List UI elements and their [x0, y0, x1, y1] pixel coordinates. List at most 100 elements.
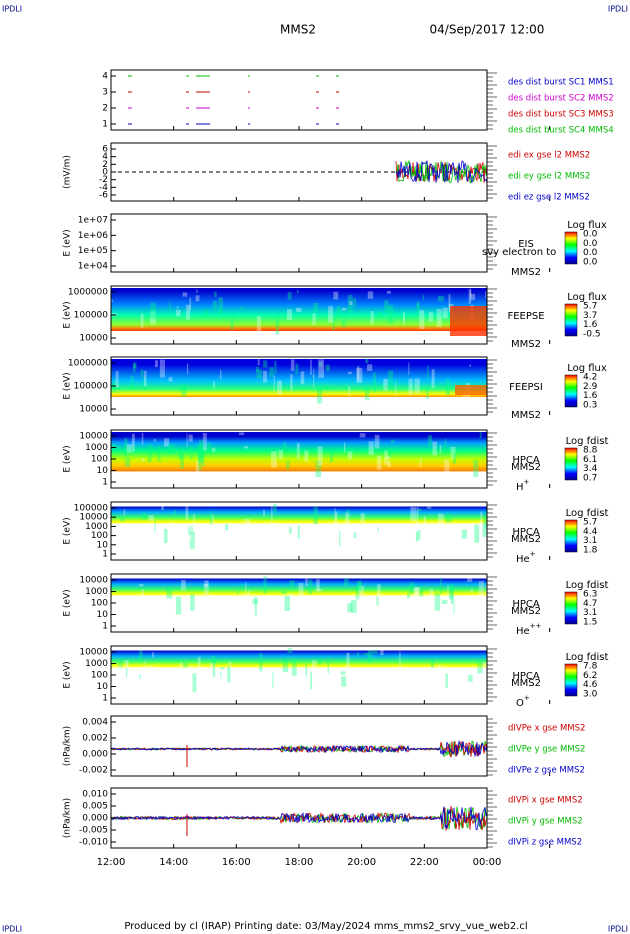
spectrogram-texture [247, 590, 250, 610]
spectrogram-texture [318, 657, 322, 665]
spectrogram-texture [256, 315, 261, 332]
spectrogram-texture [376, 595, 379, 606]
spectrogram-texture [450, 446, 456, 460]
y-tick-label: 0.004 [82, 718, 108, 728]
spectrogram-texture [463, 386, 466, 405]
spectrogram-texture [372, 649, 378, 654]
spectrogram-texture [416, 301, 420, 309]
spectrogram-texture [197, 656, 201, 669]
spectrogram-texture [186, 666, 192, 672]
spectrogram-texture [470, 589, 473, 593]
spectrogram-texture [438, 296, 444, 302]
spectrogram-texture [429, 588, 434, 598]
spectrogram-texture [233, 675, 238, 693]
spectrogram-texture [287, 292, 292, 300]
y-tick-label: 10000 [79, 334, 108, 344]
colorbar-label: 4.2 [583, 373, 597, 383]
spectrogram-texture [448, 294, 451, 313]
spectrogram-texture [358, 585, 364, 604]
spectrogram-texture [336, 306, 341, 319]
spectrogram-texture [388, 447, 392, 458]
spectrogram-texture [212, 660, 216, 677]
spectrogram-texture [485, 290, 487, 299]
spectrogram-texture [141, 589, 144, 605]
spectrogram-texture [344, 666, 349, 682]
y-tick-label: 10000 [79, 648, 108, 658]
spectrogram-texture [157, 446, 161, 462]
spectrogram-texture [141, 458, 146, 462]
spectrogram-texture [209, 662, 216, 682]
spectrogram-texture [407, 532, 411, 536]
spectrogram-texture [422, 294, 424, 301]
spectrogram-texture [124, 457, 131, 467]
instrument-label: MMS2 [511, 678, 541, 689]
spectrogram-texture [199, 440, 204, 459]
spectrogram-texture [282, 659, 289, 673]
y-tick-label: 1000000 [68, 288, 108, 298]
spectrogram-texture [188, 523, 193, 540]
spectrogram-hot [450, 306, 487, 336]
spectrogram-texture [355, 586, 360, 600]
panel-frame [110, 213, 488, 273]
spectrogram-texture [182, 662, 189, 668]
spectrogram-texture [133, 362, 137, 369]
spectrogram-texture [284, 595, 291, 611]
colorbar [564, 663, 578, 697]
spectrogram-texture [316, 385, 323, 404]
spectrogram-texture [378, 311, 383, 317]
spectrogram-texture [427, 435, 433, 447]
y-tick-label: 10 [97, 466, 109, 476]
legend-entry: des dist burst SC4 MMS4 [508, 126, 614, 136]
colorbar-label: 0.3 [583, 400, 597, 410]
spectrogram-texture [202, 672, 204, 679]
spectrogram-texture [479, 521, 481, 534]
species-charge: + [524, 694, 530, 702]
spectrogram-texture [286, 309, 292, 321]
spectrogram-texture [386, 456, 391, 460]
spectrogram-texture [385, 447, 387, 450]
spectrogram-texture [445, 513, 452, 523]
spectrogram-texture [448, 584, 454, 600]
spectrogram-texture [368, 441, 374, 456]
y-axis-label: E (eV) [63, 229, 73, 256]
spectrogram-texture [153, 438, 156, 442]
spectrogram-texture [346, 652, 350, 670]
spectrogram-texture [212, 300, 218, 310]
spectrogram-texture [118, 661, 123, 668]
legend-entry: dIVPi y gse MMS2 [508, 817, 583, 827]
colorbar-label: 4.4 [583, 527, 598, 537]
spectrogram-texture [168, 377, 173, 382]
spectrogram-texture [211, 656, 217, 664]
spectrogram-texture [363, 653, 370, 656]
spectrogram-texture [177, 453, 183, 459]
trace [110, 739, 488, 758]
instrument-label: MMS2 [511, 462, 541, 473]
spectrogram-texture [218, 297, 223, 315]
spectrogram-texture [436, 309, 442, 327]
spectrogram-texture [414, 378, 420, 394]
colorbar-label: 1.5 [583, 617, 597, 627]
spectrogram-texture [296, 443, 300, 460]
spectrogram-texture [469, 364, 471, 367]
spectrogram-texture [203, 583, 209, 587]
spectrogram-texture [262, 370, 267, 383]
colorbar-label: 0.0 [583, 248, 598, 258]
y-axis-label: E (eV) [63, 589, 73, 616]
spectrogram-texture [416, 507, 419, 527]
y-axis-label: E (eV) [63, 661, 73, 688]
spectrogram-texture [152, 652, 154, 658]
spectrogram-texture [416, 304, 419, 315]
spectrogram-texture [211, 514, 214, 527]
spectrogram-texture [259, 653, 263, 672]
spectrogram-texture [357, 366, 360, 381]
spectrogram-texture [447, 585, 449, 599]
spectrogram-texture [289, 580, 295, 588]
spectrogram-texture [325, 364, 330, 371]
spectrogram-texture [291, 658, 297, 676]
legend-entry: des dist burst SC3 MMS3 [508, 110, 614, 120]
y-tick-label: 1e+04 [78, 262, 109, 272]
colorbar [564, 447, 578, 481]
instrument-label: MMS2 [511, 534, 541, 545]
spectrogram-texture [271, 451, 277, 468]
spectrogram-texture [273, 375, 275, 392]
